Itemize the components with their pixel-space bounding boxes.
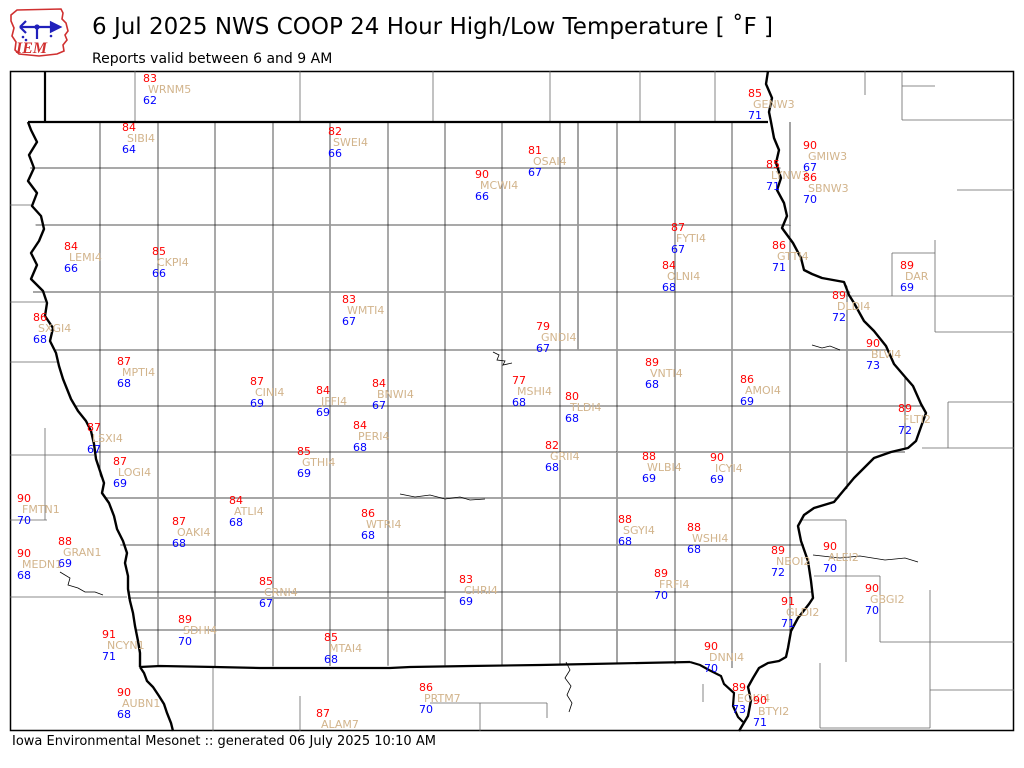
page-subtitle: Reports valid between 6 and 9 AM xyxy=(92,51,333,67)
mississippi-river xyxy=(737,70,928,732)
logo-text: IEM xyxy=(15,40,48,57)
footer-credit: Iowa Environmental Mesonet :: generated … xyxy=(12,734,436,749)
state-border-north xyxy=(28,71,768,124)
missouri-river-border xyxy=(26,121,142,667)
iem-logo: IEM xyxy=(8,6,72,66)
map-frame xyxy=(9,70,1015,732)
south-border xyxy=(139,660,691,670)
page-title: 6 Jul 2025 NWS COOP 24 Hour High/Low Tem… xyxy=(92,14,773,40)
neighbor-county-lines xyxy=(10,71,1014,731)
des-moines-river-border xyxy=(689,660,744,723)
weather-vane-icon xyxy=(19,20,63,42)
county-grid xyxy=(28,122,926,668)
missouri-river-south xyxy=(139,666,175,732)
river-squiggles xyxy=(59,344,919,713)
district-lines xyxy=(33,122,905,662)
